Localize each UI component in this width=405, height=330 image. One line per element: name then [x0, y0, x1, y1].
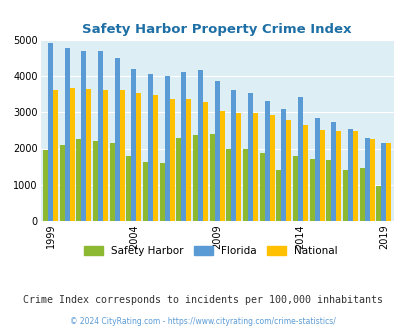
Bar: [259, 153, 264, 221]
Bar: [243, 149, 247, 221]
Bar: [119, 90, 124, 221]
Bar: [286, 120, 291, 221]
Bar: [209, 134, 214, 221]
Bar: [335, 131, 341, 221]
Legend: Safety Harbor, Florida, National: Safety Harbor, Florida, National: [80, 242, 341, 260]
Bar: [281, 109, 286, 221]
Bar: [109, 143, 115, 221]
Bar: [330, 122, 335, 221]
Bar: [53, 90, 58, 221]
Bar: [65, 48, 70, 221]
Bar: [115, 58, 119, 221]
Bar: [60, 145, 65, 221]
Bar: [214, 81, 219, 221]
Bar: [264, 101, 269, 221]
Bar: [302, 125, 307, 221]
Bar: [176, 138, 181, 221]
Bar: [342, 170, 347, 221]
Bar: [86, 88, 91, 221]
Bar: [226, 149, 231, 221]
Bar: [153, 95, 158, 221]
Bar: [297, 97, 302, 221]
Bar: [164, 76, 169, 221]
Bar: [369, 139, 374, 221]
Bar: [169, 99, 174, 221]
Bar: [359, 168, 364, 221]
Bar: [148, 74, 153, 221]
Bar: [186, 99, 191, 221]
Bar: [198, 70, 202, 221]
Bar: [43, 150, 48, 221]
Bar: [70, 87, 75, 221]
Bar: [347, 129, 352, 221]
Bar: [276, 170, 281, 221]
Bar: [380, 143, 386, 221]
Bar: [103, 90, 108, 221]
Bar: [126, 156, 131, 221]
Bar: [247, 93, 252, 221]
Bar: [136, 93, 141, 221]
Bar: [309, 159, 314, 221]
Bar: [292, 156, 297, 221]
Bar: [319, 130, 324, 221]
Bar: [386, 143, 390, 221]
Bar: [181, 72, 186, 221]
Bar: [326, 160, 330, 221]
Bar: [236, 113, 241, 221]
Bar: [364, 138, 369, 221]
Bar: [93, 141, 98, 221]
Bar: [159, 163, 164, 221]
Bar: [231, 90, 236, 221]
Bar: [192, 135, 198, 221]
Title: Safety Harbor Property Crime Index: Safety Harbor Property Crime Index: [82, 23, 351, 36]
Bar: [76, 139, 81, 221]
Bar: [252, 113, 258, 221]
Bar: [352, 131, 357, 221]
Bar: [143, 162, 148, 221]
Bar: [98, 51, 103, 221]
Bar: [202, 102, 207, 221]
Bar: [269, 115, 274, 221]
Bar: [131, 69, 136, 221]
Bar: [314, 118, 319, 221]
Bar: [48, 43, 53, 221]
Bar: [81, 51, 86, 221]
Bar: [219, 111, 224, 221]
Text: Crime Index corresponds to incidents per 100,000 inhabitants: Crime Index corresponds to incidents per…: [23, 295, 382, 305]
Bar: [375, 186, 380, 221]
Text: © 2024 CityRating.com - https://www.cityrating.com/crime-statistics/: © 2024 CityRating.com - https://www.city…: [70, 317, 335, 326]
